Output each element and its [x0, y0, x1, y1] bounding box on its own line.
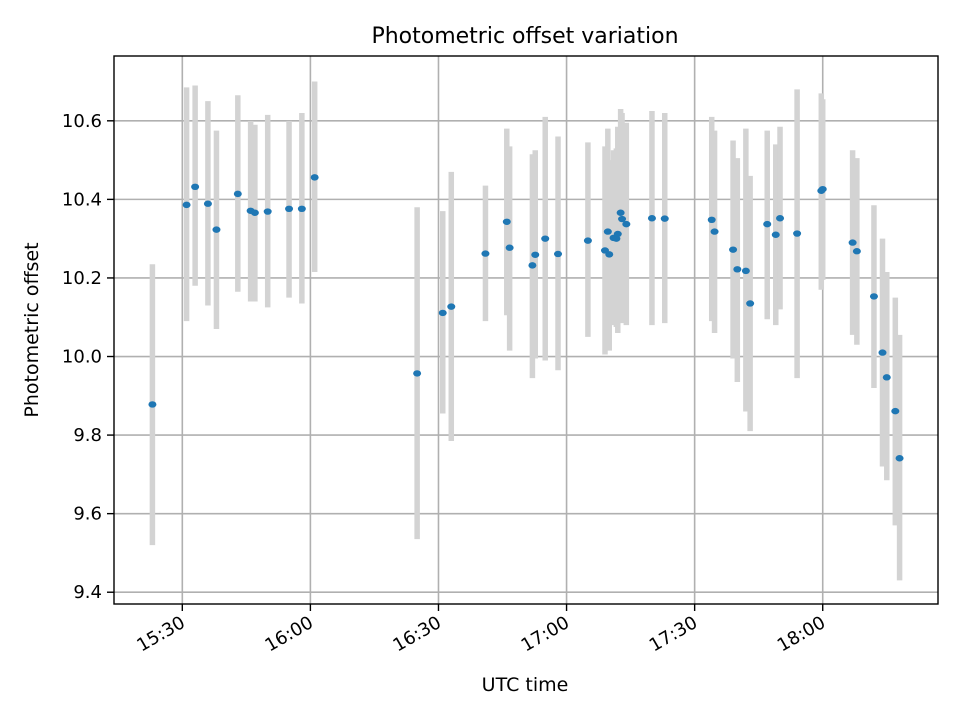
error-bars	[149, 81, 903, 581]
data-point	[878, 349, 887, 356]
data-point	[191, 183, 200, 191]
data-point	[891, 407, 900, 415]
data-point	[531, 251, 540, 258]
data-point	[203, 200, 212, 207]
data-point	[603, 228, 612, 235]
y-tick-label: 10.0	[62, 347, 102, 368]
data-point	[310, 174, 319, 181]
data-point	[233, 190, 242, 198]
data-point	[263, 208, 272, 215]
data-point	[733, 266, 742, 273]
data-point	[212, 226, 221, 233]
data-point	[707, 216, 716, 224]
data-point	[647, 215, 656, 222]
data-point	[869, 293, 878, 300]
y-tick-label: 9.8	[73, 425, 102, 446]
data-point	[438, 309, 447, 317]
data-point	[505, 244, 514, 251]
data-point	[148, 401, 157, 408]
data-point	[285, 205, 294, 213]
y-tick-label: 10.4	[62, 189, 102, 210]
data-point	[741, 267, 750, 275]
x-axis-ticks: 15:30 16:00 16:30 17:00 17:30 18:00	[133, 604, 829, 656]
data-point	[605, 251, 614, 258]
data-point	[793, 230, 802, 237]
data-point	[763, 220, 772, 228]
y-tick-label: 10.2	[62, 268, 102, 289]
data-point	[481, 250, 490, 257]
data-point	[613, 230, 622, 238]
data-point	[250, 209, 259, 216]
data-points	[148, 174, 904, 462]
plot-frame	[113, 55, 939, 605]
data-point	[297, 205, 306, 213]
data-point	[818, 185, 827, 193]
x-tick-label: 15:30	[133, 612, 188, 656]
data-point	[528, 262, 537, 269]
data-point	[413, 370, 422, 377]
data-point	[852, 248, 861, 255]
data-point	[447, 303, 456, 310]
y-tick-label: 10.6	[62, 111, 102, 132]
data-point	[776, 215, 785, 222]
data-point	[554, 250, 563, 258]
x-tick-label: 16:30	[390, 612, 445, 656]
x-tick-label: 17:00	[518, 612, 573, 656]
data-point	[882, 374, 891, 381]
x-tick-label: 17:30	[646, 612, 701, 656]
data-point	[583, 237, 592, 244]
data-point	[622, 220, 631, 228]
x-axis-label: UTC time	[482, 674, 569, 696]
x-tick-label: 16:00	[261, 612, 316, 656]
data-point	[710, 228, 719, 235]
data-point	[618, 215, 627, 223]
y-tick-label: 9.6	[73, 504, 102, 525]
data-point	[771, 231, 780, 238]
data-point	[616, 209, 625, 216]
y-axis-ticks: 9.4 9.6 9.8 10.0 10.2 10.4 10.6	[62, 111, 114, 603]
data-point	[895, 455, 904, 462]
data-point	[660, 215, 669, 222]
data-point	[541, 235, 550, 242]
chart-title: Photometric offset variation	[371, 24, 678, 49]
y-tick-label: 9.4	[73, 582, 102, 603]
data-point	[746, 300, 755, 307]
data-point	[848, 239, 857, 246]
y-axis-label: Photometric offset	[21, 242, 43, 417]
x-tick-label: 18:00	[774, 612, 829, 656]
data-point	[182, 201, 191, 209]
data-point	[729, 246, 738, 253]
data-point	[502, 218, 511, 225]
